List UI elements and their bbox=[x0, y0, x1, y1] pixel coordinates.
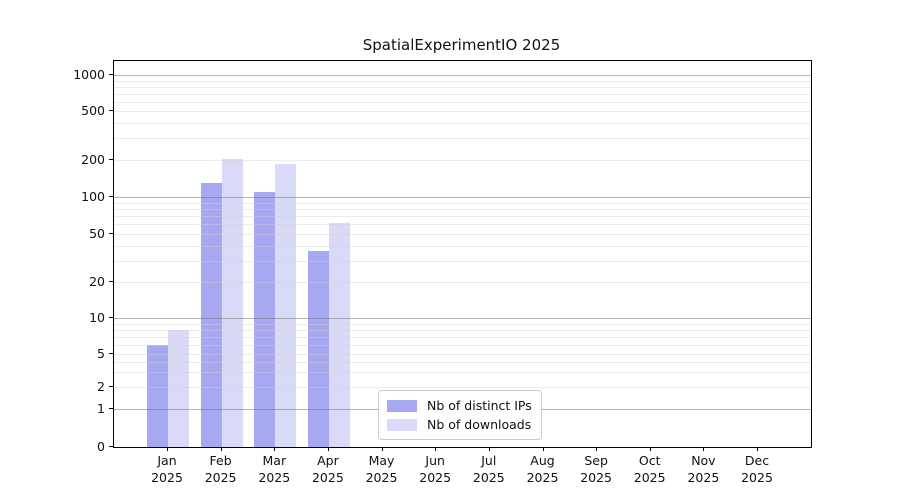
x-tick-label-jun: Jun 2025 bbox=[419, 453, 452, 485]
bar-mar-downloads bbox=[275, 164, 297, 447]
y-tick-mark bbox=[109, 446, 113, 447]
gridline-minor bbox=[114, 202, 811, 204]
gridlines-layer bbox=[114, 61, 811, 447]
gridline-minor bbox=[114, 323, 811, 325]
gridline-minor bbox=[114, 122, 811, 124]
gridline-minor bbox=[114, 234, 811, 235]
x-tick-mark bbox=[220, 447, 222, 451]
x-tick-label-oct: Oct 2025 bbox=[633, 453, 666, 485]
gridline-minor bbox=[114, 329, 811, 331]
y-tick-mark bbox=[109, 196, 113, 197]
x-tick-mark bbox=[596, 447, 598, 451]
plot-area bbox=[113, 60, 812, 448]
gridline-minor bbox=[114, 160, 811, 161]
gridline-minor bbox=[114, 138, 811, 140]
y-tick-label: 5 bbox=[97, 345, 105, 361]
y-tick-label: 50 bbox=[89, 225, 105, 241]
y-tick-label: 500 bbox=[81, 102, 105, 118]
gridline-minor bbox=[114, 93, 811, 95]
legend-item-downloads: Nb of downloads bbox=[387, 415, 532, 434]
gridline-minor bbox=[114, 86, 811, 88]
gridline-major bbox=[114, 318, 811, 319]
legend-label-distinct-ips: Nb of distinct IPs bbox=[427, 398, 532, 413]
y-tick-mark bbox=[109, 233, 113, 234]
gridline-minor bbox=[114, 362, 811, 363]
bar-jan-distinct-ips bbox=[147, 344, 168, 447]
x-tick-mark bbox=[757, 447, 758, 451]
y-tick-label: 100 bbox=[81, 188, 105, 204]
y-tick-label: 1000 bbox=[73, 66, 105, 82]
y-tick-label: 0 bbox=[97, 438, 105, 454]
x-tick-mark bbox=[327, 447, 329, 451]
bar-feb-downloads bbox=[221, 159, 243, 447]
x-tick-label-apr: Apr 2025 bbox=[311, 453, 344, 485]
y-tick-label: 200 bbox=[81, 151, 105, 167]
y-tick-mark bbox=[109, 159, 113, 160]
x-tick-label-feb: Feb 2025 bbox=[204, 453, 237, 485]
y-tick-label: 10 bbox=[89, 309, 105, 325]
y-tick-mark bbox=[109, 317, 113, 318]
y-tick-mark bbox=[109, 408, 113, 409]
x-tick-label-nov: Nov 2025 bbox=[687, 453, 720, 485]
x-tick-mark bbox=[542, 447, 544, 451]
legend-swatch-distinct-ips bbox=[387, 399, 417, 412]
gridline-minor bbox=[114, 260, 811, 262]
gridline-minor bbox=[114, 101, 811, 103]
x-tick-mark bbox=[703, 447, 705, 451]
gridline-minor bbox=[114, 245, 811, 247]
legend-label-downloads: Nb of downloads bbox=[427, 417, 532, 432]
x-tick-mark bbox=[649, 447, 651, 451]
bar-feb-distinct-ips bbox=[200, 183, 222, 447]
x-tick-label-sep: Sep 2025 bbox=[580, 453, 612, 485]
bar-jan-downloads bbox=[168, 329, 189, 447]
y-tick-label: 2 bbox=[97, 378, 105, 394]
x-tick-mark bbox=[435, 447, 437, 451]
chart-title: SpatialExperimentIO 2025 bbox=[362, 36, 561, 54]
gridline-minor bbox=[114, 372, 811, 374]
y-tick-mark bbox=[109, 74, 113, 75]
x-tick-label-dec: Dec 2025 bbox=[741, 453, 773, 485]
x-tick-mark bbox=[274, 447, 276, 451]
x-tick-label-jan: Jan 2025 bbox=[151, 453, 183, 485]
legend-item-distinct-ips: Nb of distinct IPs bbox=[387, 396, 532, 415]
x-tick-label-jul: Jul 2025 bbox=[472, 453, 505, 485]
gridline-minor bbox=[114, 216, 811, 217]
y-tick-mark bbox=[109, 110, 113, 111]
legend: Nb of distinct IPs Nb of downloads bbox=[378, 390, 542, 440]
bar-apr-downloads bbox=[328, 223, 350, 447]
gridline-minor bbox=[114, 354, 811, 355]
gridline-minor bbox=[114, 208, 811, 210]
gridline-major bbox=[114, 75, 811, 76]
gridline-major bbox=[114, 197, 811, 198]
gridline-minor bbox=[114, 387, 811, 388]
y-tick-mark bbox=[109, 386, 113, 387]
gridline-minor bbox=[114, 282, 811, 283]
y-tick-mark bbox=[109, 353, 113, 354]
bar-mar-distinct-ips bbox=[254, 191, 276, 447]
y-tick-label: 20 bbox=[89, 273, 105, 289]
y-tick-label: 1 bbox=[97, 400, 105, 416]
gridline-minor bbox=[114, 344, 811, 346]
x-tick-mark bbox=[488, 447, 490, 451]
x-tick-mark bbox=[381, 447, 383, 451]
gridline-minor bbox=[114, 80, 811, 82]
x-tick-label-mar: Mar 2025 bbox=[258, 453, 291, 485]
bars-layer bbox=[114, 61, 811, 447]
gridline-minor bbox=[114, 111, 811, 112]
gridline-minor bbox=[114, 224, 811, 226]
x-tick-mark bbox=[167, 447, 168, 451]
gridline-minor bbox=[114, 336, 811, 338]
legend-swatch-downloads bbox=[387, 418, 417, 431]
y-tick-mark bbox=[109, 281, 113, 282]
bar-apr-distinct-ips bbox=[307, 251, 329, 447]
x-tick-label-may: May 2025 bbox=[365, 453, 398, 485]
x-tick-label-aug: Aug 2025 bbox=[526, 453, 559, 485]
